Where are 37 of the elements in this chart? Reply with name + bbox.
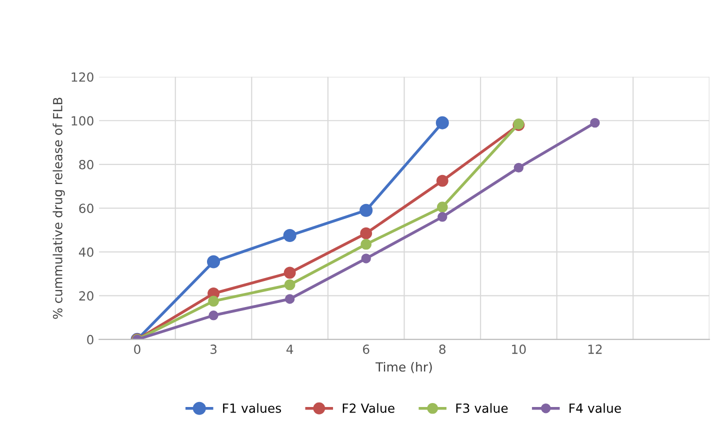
point (360, 227, 372, 240)
y-tick-label: 100 (72, 116, 94, 126)
point (590, 118, 600, 128)
point (438, 212, 448, 222)
legend-label: F4 value (570, 403, 621, 413)
point (206, 255, 220, 268)
y-tick-label: 40 (78, 247, 94, 257)
point (284, 279, 296, 290)
x-tick-label: 8 (439, 344, 446, 354)
y-tick-label: 0 (87, 334, 94, 344)
point (360, 204, 373, 217)
x-tick-label: 10 (512, 344, 526, 354)
y-tick-label: 60 (79, 204, 94, 214)
y-axis-title: % cummulative drug release of FLB (52, 98, 65, 319)
point (436, 202, 448, 212)
legend-label: F2 Value (342, 403, 394, 413)
point (514, 162, 524, 173)
point (284, 294, 295, 304)
point (208, 296, 219, 307)
x-tick-label: 12 (588, 344, 602, 354)
x-axis-title: Time (hr) (376, 362, 432, 374)
x-tick-label: 0 (134, 344, 140, 354)
point (436, 174, 448, 187)
x-tick-label: 4 (286, 344, 294, 354)
point (436, 116, 449, 130)
x-tick-label: 3 (210, 344, 216, 354)
point (284, 266, 296, 279)
legend-label: F1 values (223, 403, 282, 413)
y-tick-label: 120 (72, 72, 94, 82)
point (361, 254, 371, 264)
y-tick-label: 20 (79, 291, 94, 301)
legend-label: F3 value (456, 403, 508, 413)
point (283, 228, 296, 242)
point (360, 238, 372, 250)
x-tick-label: 6 (362, 344, 370, 354)
point (208, 310, 218, 320)
y-tick-label: 80 (79, 160, 94, 170)
